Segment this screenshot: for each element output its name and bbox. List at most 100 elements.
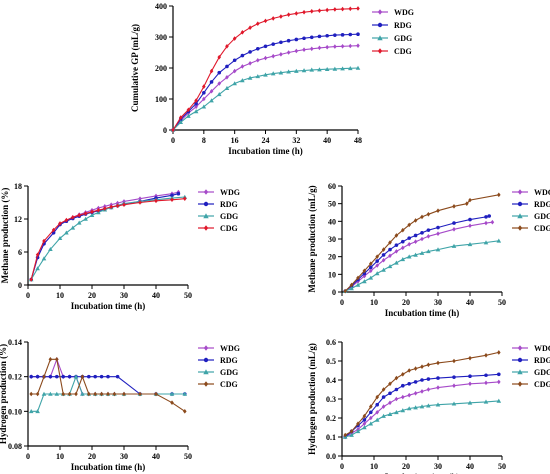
data-point	[497, 350, 501, 355]
data-point	[388, 240, 392, 245]
legend-entry: GDG	[198, 212, 238, 221]
legend-label: CDG	[220, 224, 238, 233]
legend-label: RDG	[394, 21, 412, 30]
data-point	[374, 417, 380, 422]
data-point	[340, 66, 345, 71]
data-point	[381, 257, 386, 263]
data-point	[381, 267, 386, 272]
legend-marker	[517, 357, 523, 363]
legend-marker	[517, 213, 523, 219]
data-point	[225, 75, 229, 80]
data-point	[394, 243, 399, 247]
y-tick-label: 0.08	[8, 442, 22, 451]
x-tick-label: 10	[56, 291, 64, 300]
legend-marker	[517, 381, 523, 387]
series-CDG	[29, 196, 187, 282]
data-point	[106, 374, 110, 379]
data-point	[436, 385, 440, 390]
legend-entry: RDG	[198, 200, 238, 209]
data-point	[452, 383, 456, 388]
data-point	[64, 217, 69, 223]
legend-entry: GDG	[512, 368, 550, 377]
data-point	[356, 6, 360, 11]
data-point	[426, 211, 431, 217]
data-point	[369, 265, 373, 270]
data-point	[64, 230, 69, 235]
chart-methane_pct: 0 6 12 18 0 10 20 30 40 50 Incubation time (h) Meth…	[0, 182, 240, 311]
data-point	[271, 53, 276, 59]
data-point	[436, 360, 440, 366]
legend-entry: RDG	[512, 356, 550, 365]
data-point	[35, 252, 40, 258]
data-point	[263, 55, 268, 61]
data-point	[240, 30, 245, 35]
data-point	[420, 378, 424, 382]
data-point	[48, 246, 53, 252]
data-point	[467, 400, 473, 405]
y-tick-label: 0	[332, 288, 336, 297]
data-point	[70, 225, 76, 230]
legend-marker	[377, 35, 383, 41]
data-point	[74, 391, 78, 397]
x-tick-label: 50	[184, 291, 192, 300]
data-point	[362, 268, 367, 274]
series-WDG	[29, 189, 181, 282]
x-tick-label: 24	[262, 136, 270, 145]
data-point	[369, 261, 373, 267]
x-tick-label: 50	[498, 462, 506, 471]
data-point	[381, 404, 386, 409]
data-point	[490, 219, 495, 225]
data-point	[332, 66, 338, 71]
data-point	[496, 398, 502, 403]
data-point	[394, 410, 399, 415]
y-tick-label: 0.2	[326, 414, 336, 423]
data-point	[497, 379, 501, 385]
data-point	[369, 410, 373, 415]
data-point	[99, 374, 104, 379]
data-point	[112, 391, 117, 397]
data-point	[302, 9, 306, 15]
x-tick-label: 0	[26, 291, 30, 300]
data-point	[35, 409, 40, 414]
series-WDG	[171, 43, 360, 133]
data-point	[209, 88, 214, 94]
legend-marker	[203, 201, 209, 207]
legend-entry: RDG	[372, 21, 412, 30]
data-point	[279, 52, 283, 57]
x-tick-label: 40	[466, 462, 474, 471]
data-point	[348, 43, 353, 49]
legend-entry: RDG	[512, 200, 550, 209]
data-point	[375, 263, 379, 268]
legend-label: CDG	[534, 380, 550, 389]
series-WDG	[343, 379, 501, 440]
x-tick-label: 16	[231, 136, 239, 145]
data-point	[394, 260, 399, 265]
data-point	[426, 403, 431, 408]
data-point	[375, 394, 379, 400]
data-point	[325, 7, 329, 13]
data-point	[468, 374, 472, 379]
data-point	[35, 374, 40, 379]
x-tick-label: 20	[88, 291, 96, 300]
x-tick-label: 20	[402, 462, 410, 471]
data-point	[468, 223, 472, 229]
data-point	[232, 58, 237, 63]
data-point	[407, 368, 411, 373]
data-point	[154, 391, 158, 397]
data-point	[202, 84, 206, 89]
data-point	[193, 109, 199, 114]
data-point	[497, 372, 501, 377]
data-point	[263, 44, 268, 49]
data-point	[225, 64, 229, 69]
data-point	[279, 40, 283, 45]
x-tick-label: 10	[370, 298, 378, 307]
data-point	[309, 8, 314, 14]
data-point	[270, 71, 276, 76]
legend-entry: CDG	[512, 380, 550, 389]
data-point	[309, 35, 314, 40]
data-point	[369, 415, 373, 421]
data-point	[255, 74, 261, 79]
data-point	[387, 264, 393, 269]
data-point	[349, 282, 354, 288]
data-point	[41, 391, 47, 396]
